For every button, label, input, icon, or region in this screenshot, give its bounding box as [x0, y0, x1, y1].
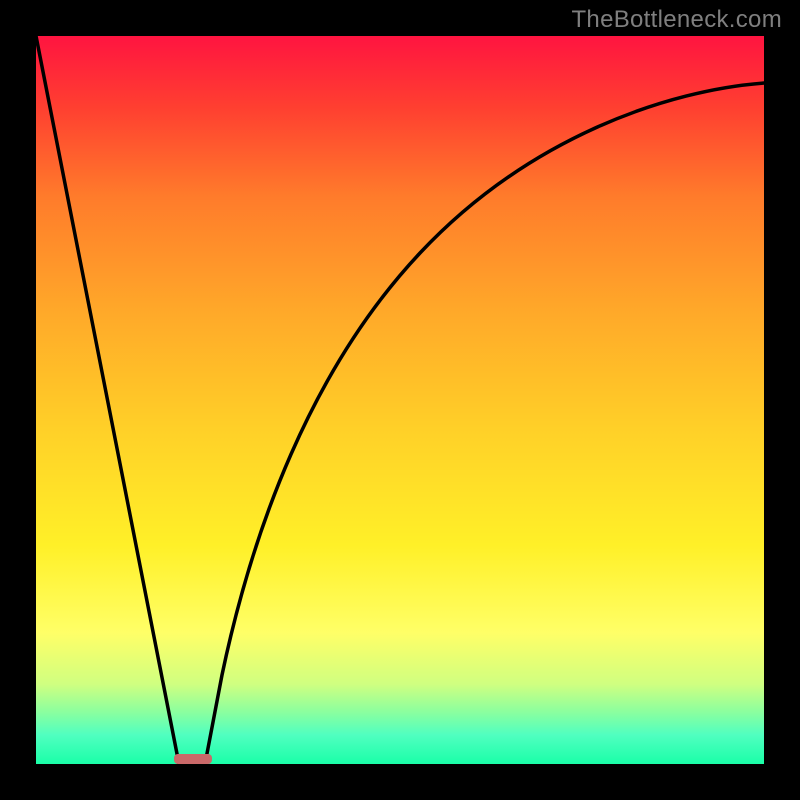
- right-curve: [205, 83, 764, 764]
- curve-layer: [0, 0, 800, 800]
- watermark-text: TheBottleneck.com: [571, 6, 782, 34]
- optimum-marker: [174, 754, 212, 764]
- chart-root: TheBottleneck.com: [0, 0, 800, 800]
- left-v-line: [36, 36, 179, 764]
